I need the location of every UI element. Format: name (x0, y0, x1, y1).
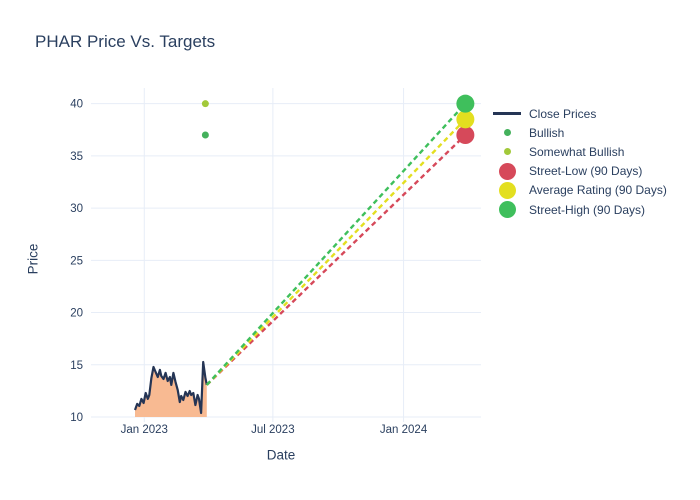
legend-item-somewhat-bullish[interactable]: Somewhat Bullish (490, 142, 667, 161)
legend-item-street-high[interactable]: Street-High (90 Days) (490, 200, 667, 219)
y-tick-label: 35 (70, 151, 83, 163)
close-prices-area (135, 362, 207, 417)
close-prices-line (133, 360, 208, 415)
chart-title: PHAR Price Vs. Targets (35, 32, 216, 51)
average-rating-bubble-icon (490, 181, 524, 199)
x-tick-label: Jan 2023 (121, 424, 168, 436)
y-tick-label: 40 (70, 99, 83, 111)
target-bubble (456, 126, 475, 144)
projection-dashed-line (205, 118, 467, 386)
x-tick-label: Jan 2024 (380, 424, 428, 436)
legend-item-label: Street-High (90 Days) (529, 202, 646, 217)
legend-item-bullish[interactable]: Bullish (490, 123, 667, 142)
x-tick-label: Jul 2023 (251, 424, 294, 436)
target-bubble (456, 110, 475, 129)
legend-item-close-prices[interactable]: Close Prices (490, 104, 667, 123)
y-tick-label: 20 (70, 308, 83, 320)
target-bubble (456, 94, 475, 113)
y-axis-title: Price (25, 243, 41, 275)
legend-item-label: Average Rating (90 Days) (529, 183, 667, 198)
y-tick-label: 15 (70, 360, 83, 372)
y-tick-label: 25 (70, 255, 83, 267)
rating-dot (201, 100, 209, 108)
street-high-bubble-icon (490, 201, 524, 219)
legend: Close Prices Bullish Somewhat Bullish St… (490, 104, 667, 219)
street-low-bubble-icon (490, 162, 524, 180)
legend-item-average-rating[interactable]: Average Rating (90 Days) (490, 181, 667, 200)
legend-item-street-low[interactable]: Street-Low (90 Days) (490, 162, 667, 181)
legend-item-label: Close Prices (529, 106, 597, 121)
projection-dashed-line (205, 134, 467, 386)
close-prices-line-swatch (490, 112, 524, 115)
y-tick-label: 10 (70, 412, 83, 424)
legend-item-label: Somewhat Bullish (529, 144, 625, 159)
rating-dot (201, 131, 209, 139)
legend-item-label: Street-Low (90 Days) (529, 164, 643, 179)
projection-dashed-line (205, 102, 467, 386)
bullish-dot-icon (490, 129, 524, 137)
y-tick-label: 30 (70, 203, 83, 215)
legend-item-label: Bullish (529, 125, 565, 140)
somewhat-bullish-dot-icon (490, 148, 524, 156)
x-axis-title: Date (266, 447, 296, 463)
